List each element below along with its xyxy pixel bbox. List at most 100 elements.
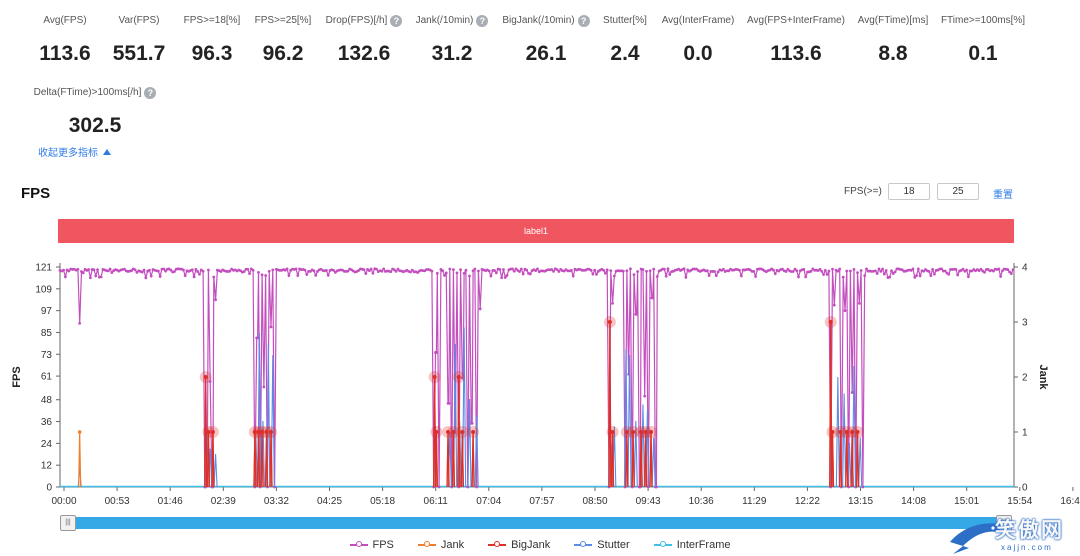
- fps-point: [818, 267, 822, 271]
- fps-point: [242, 270, 246, 273]
- fps-point: [430, 269, 434, 273]
- collapse-metrics-link[interactable]: 收起更多指标: [38, 144, 111, 159]
- stutter-spike: [651, 437, 656, 488]
- fps-threshold-label: FPS(>=): [844, 186, 882, 197]
- fps-point: [927, 270, 931, 273]
- fps-point: [181, 268, 185, 272]
- slider-handle-left[interactable]: |||: [60, 515, 76, 531]
- fps-point: [325, 269, 328, 272]
- fps-point: [874, 269, 877, 273]
- bigjank-point: [828, 320, 833, 324]
- fps-point: [882, 272, 886, 276]
- metric-label-text: Avg(FPS): [43, 15, 87, 26]
- fps-point: [326, 273, 330, 277]
- fps-point: [643, 394, 647, 398]
- metric-card: Jank(/10min)? 31.2: [382, 10, 522, 66]
- fps-point: [96, 268, 99, 272]
- help-icon[interactable]: ?: [577, 14, 590, 27]
- fps-point: [802, 268, 806, 271]
- fps-point: [81, 271, 85, 275]
- metric-card: Delta(FTime)>100ms[/h]? 302.5: [25, 82, 165, 138]
- x-tick-label: 02:39: [211, 496, 236, 507]
- fps-point: [832, 303, 836, 307]
- fps-point: [140, 270, 144, 274]
- legend-item-stutter[interactable]: Stutter: [574, 539, 630, 551]
- y-axis-title-left: FPS: [11, 366, 23, 387]
- legend-item-fps[interactable]: FPS: [349, 539, 394, 551]
- x-tick-label: 07:04: [476, 496, 501, 507]
- metric-label-text: Avg(InterFrame): [661, 15, 735, 26]
- fps-point: [570, 269, 573, 272]
- fps-threshold-input-2[interactable]: [937, 183, 979, 200]
- fps-point: [470, 421, 474, 425]
- metric-label: Jank(/10min)?: [416, 14, 489, 27]
- fps-point: [169, 268, 173, 272]
- help-icon[interactable]: ?: [144, 86, 157, 99]
- metric-label-text: Var(FPS): [118, 15, 160, 26]
- time-range-slider[interactable]: [60, 517, 1012, 529]
- fps-point: [888, 275, 892, 279]
- x-tick-label: 15:01: [954, 496, 979, 507]
- bigjank-point: [624, 430, 629, 434]
- fps-point: [447, 401, 451, 405]
- fps-point: [502, 268, 505, 271]
- fps-point: [999, 274, 1002, 278]
- stutter-spike: [467, 398, 472, 488]
- fps-point: [505, 273, 509, 277]
- bigjank-point: [260, 430, 265, 434]
- fps-point: [668, 273, 672, 276]
- fps-point: [893, 270, 897, 274]
- legend-label: BigJank: [511, 539, 551, 551]
- help-icon[interactable]: ?: [390, 14, 403, 27]
- fps-point: [514, 267, 518, 271]
- fps-point: [857, 301, 861, 305]
- fps-point: [214, 298, 217, 302]
- legend-item-interframe[interactable]: InterFrame: [653, 539, 731, 551]
- fps-point: [130, 269, 133, 272]
- metric-label-text: FPS>=25[%]: [254, 15, 312, 26]
- fps-point: [208, 380, 212, 383]
- bigjank-point: [210, 430, 215, 434]
- help-icon[interactable]: ?: [476, 14, 489, 27]
- y-axis-title-right: Jank: [1037, 364, 1049, 390]
- fps-point: [589, 268, 593, 272]
- fps-point: [194, 268, 198, 271]
- fps-point: [655, 275, 659, 278]
- fps-point: [260, 273, 264, 277]
- fps-point: [820, 269, 824, 273]
- collapse-label: 收起更多指标: [38, 148, 98, 159]
- fps-point: [612, 274, 616, 278]
- x-tick-label: 06:11: [424, 496, 449, 507]
- fps-point: [603, 271, 607, 275]
- bigjank-spike: [471, 431, 475, 488]
- label-bar[interactable]: label1: [58, 219, 1014, 243]
- fps-point: [773, 272, 777, 276]
- fps-point: [536, 267, 539, 271]
- metric-label: Avg(FPS+InterFrame): [747, 15, 845, 26]
- fps-point: [714, 274, 718, 278]
- y-tick-label-left: 48: [41, 395, 53, 406]
- fps-point: [931, 268, 935, 271]
- fps-point: [827, 269, 831, 273]
- y-tick-label-left: 97: [41, 306, 53, 317]
- fps-threshold-input-1[interactable]: [888, 183, 930, 200]
- metric-label-text: BigJank(/10min): [502, 15, 575, 26]
- stutter-spike: [213, 453, 218, 488]
- y-tick-label-left: 36: [41, 417, 53, 428]
- fps-point: [142, 268, 146, 272]
- metric-card: FPS>=18[%] 96.3: [142, 10, 282, 66]
- fps-point: [459, 268, 462, 272]
- fps-point: [156, 269, 160, 273]
- y-tick-label-right: 3: [1022, 318, 1028, 329]
- legend-item-jank[interactable]: Jank: [417, 539, 464, 551]
- x-tick-label: 00:00: [51, 496, 76, 507]
- metric-label-text: Stutter[%]: [603, 15, 647, 26]
- fps-point: [380, 269, 384, 273]
- fps-point: [332, 268, 335, 272]
- metric-card: Stutter[%] 2.4: [555, 10, 695, 66]
- legend-item-bigjank[interactable]: BigJank: [488, 539, 550, 551]
- reset-button[interactable]: 重置: [993, 190, 1013, 201]
- fps-point: [410, 268, 414, 272]
- fps-point: [863, 274, 867, 278]
- fps-point: [922, 269, 926, 273]
